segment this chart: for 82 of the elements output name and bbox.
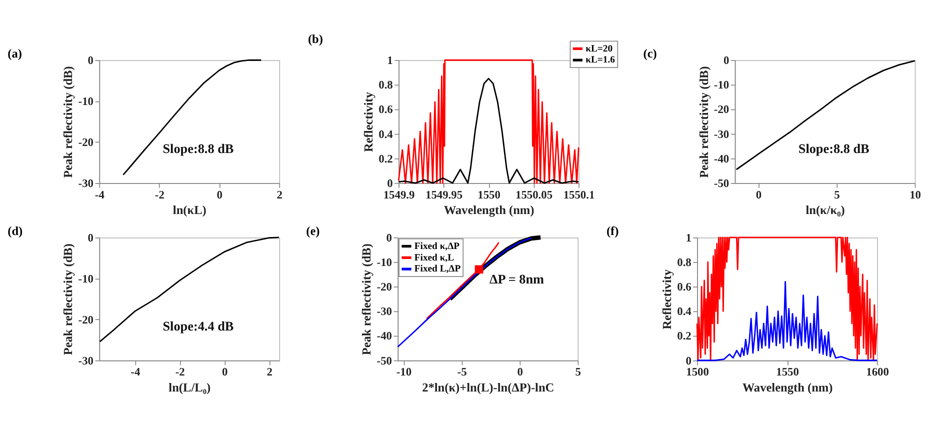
- chart-title: (b): [308, 32, 323, 46]
- annotation: Slope:8.8 dB: [798, 141, 870, 156]
- y-tick-label: 0: [686, 355, 692, 368]
- y-tick-label: -10: [78, 96, 94, 108]
- x-axis-title: Wavelength (nm): [742, 380, 833, 395]
- y-axis-title: Reflectivity: [361, 91, 376, 152]
- x-tick-label: 1550: [776, 366, 800, 379]
- x-tick-label: 0: [222, 366, 228, 379]
- y-tick-label: -30: [376, 306, 392, 318]
- chart-title: (f): [606, 224, 619, 238]
- y-tick-label: -30: [78, 178, 94, 190]
- legend-label: Fixed κ,L: [414, 252, 455, 264]
- x-tick-label: -4: [94, 189, 105, 202]
- y-tick-label: -30: [78, 355, 94, 368]
- y-tick-label: -50: [376, 355, 392, 368]
- x-tick-label: 0: [517, 366, 524, 379]
- x-tick-label: 1549.9: [383, 189, 416, 202]
- x-tick-label: 1500: [686, 366, 710, 379]
- x-tick-label: 1549.95: [425, 189, 463, 202]
- x-tick-label: 0: [216, 189, 223, 202]
- x-tick-label: 2: [276, 189, 283, 202]
- y-tick-label: -20: [376, 282, 392, 294]
- legend-label: κL=20: [586, 43, 613, 54]
- y-tick-label: -20: [78, 137, 94, 150]
- y-tick-label: -20: [78, 314, 94, 326]
- legend-label: Fixed κ,ΔP: [414, 240, 460, 252]
- x-axis-title: ln(L/L₀): [168, 380, 211, 395]
- y-tick-label: 0.8: [677, 256, 692, 269]
- y-tick-label: 1: [387, 55, 394, 68]
- y-tick-label: -10: [78, 273, 94, 286]
- x-axis-title: Wavelength (nm): [444, 203, 534, 218]
- x-tick-label: 1600: [866, 366, 890, 379]
- x-axis-title: 2*ln(κ)+ln(L)-ln(ΔP)-lnC: [422, 380, 554, 395]
- y-tick-label: 1: [686, 232, 692, 244]
- y-axis-title: Peak reflectivity (dB): [696, 66, 711, 178]
- y-tick-label: 0.2: [677, 330, 692, 343]
- chart-title: (d): [8, 224, 23, 238]
- x-tick-label: 1550.05: [515, 189, 553, 202]
- annotation: Slope:4.4 dB: [162, 318, 234, 334]
- annotation: ΔP = 8nm: [490, 271, 544, 286]
- chart-title: (e): [306, 224, 320, 238]
- y-axis-title: Peak reflectivity (dB): [360, 244, 374, 356]
- y-axis-title: Reflectivity: [660, 268, 674, 330]
- legend-label: Fixed L,ΔP: [414, 264, 461, 275]
- x-tick-label: 2: [266, 366, 273, 379]
- x-tick-label: -4: [130, 366, 140, 379]
- legend-label: κL=1.6: [586, 54, 616, 66]
- x-tick-label: 0: [756, 189, 762, 202]
- x-tick-label: -2: [154, 189, 165, 202]
- y-tick-label: 0: [387, 178, 394, 190]
- y-tick-label: -40: [714, 153, 730, 166]
- x-tick-label: 5: [575, 366, 582, 379]
- x-tick-label: -5: [457, 366, 468, 379]
- y-tick-label: 0: [88, 232, 94, 244]
- x-axis-title: ln(κL): [172, 203, 206, 218]
- y-tick-label: 0: [386, 232, 392, 244]
- x-tick-label: -10: [396, 366, 412, 379]
- x-tick-label: 1550.1: [563, 189, 595, 202]
- y-tick-label: -10: [376, 256, 392, 269]
- y-tick-label: -50: [714, 178, 730, 190]
- y-tick-label: -30: [714, 128, 730, 141]
- x-tick-label: 1550: [478, 189, 501, 202]
- x-axis-title: ln(κ/κ₀): [806, 203, 845, 218]
- x-tick-label: 5: [834, 189, 840, 202]
- y-tick-label: 0.8: [378, 80, 394, 92]
- y-tick-label: 0.6: [677, 282, 692, 294]
- x-tick-label: 10: [910, 189, 922, 202]
- x-tick-label: -2: [175, 366, 186, 379]
- y-tick-label: 0.2: [378, 153, 394, 166]
- chart-title: (a): [8, 46, 22, 60]
- annotation: Slope:8.8 dB: [162, 141, 234, 156]
- y-tick-label: 0.6: [378, 104, 394, 116]
- y-tick-label: 0: [723, 55, 730, 68]
- y-axis-title: Peak reflectivity (dB): [61, 244, 76, 356]
- y-axis-title: Peak reflectivity (dB): [61, 66, 76, 178]
- y-tick-label: 0: [88, 55, 94, 68]
- y-tick-label: -40: [376, 330, 392, 343]
- y-tick-label: -20: [714, 104, 730, 116]
- y-tick-label: 0.4: [677, 306, 692, 318]
- chart-title: (c): [643, 46, 657, 60]
- y-tick-label: -10: [714, 80, 730, 92]
- y-tick-label: 0.4: [378, 128, 394, 141]
